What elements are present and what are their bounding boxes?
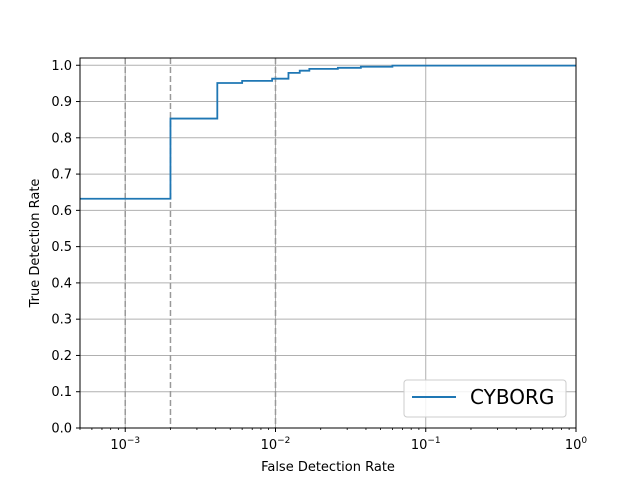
x-tick-label: 10−2 [261,436,291,453]
y-tick-label: 0.0 [51,422,72,437]
y-tick-label: 0.3 [51,313,72,328]
series-layer [80,64,576,200]
x-tick-label: 10−1 [411,436,441,453]
x-tick-label: 100 [565,436,588,453]
y-tick-label: 0.4 [51,276,72,291]
x-axis-label: False Detection Rate [261,460,395,475]
y-axis-ticks: 0.0 0.1 0.2 0.3 0.4 0.5 0.6 0.7 0.8 0.9 1.0 [51,59,80,437]
legend-label: CYBORG [470,385,554,409]
y-tick-label: 0.5 [51,240,72,255]
x-tick-label: 10−3 [110,436,140,453]
plot-frame [79,57,577,429]
grid [80,58,577,429]
legend: CYBORG [403,379,567,418]
legend-box [403,379,567,418]
series-line-cyborg [80,64,576,200]
y-tick-label: 0.7 [51,168,72,183]
y-tick-label: 1.0 [51,59,72,74]
x-axis-ticks: 10−3 10−2 10−1 100 [79,428,588,453]
y-tick-label: 0.8 [51,131,72,146]
y-tick-label: 0.6 [51,204,72,219]
y-axis-label: True Detection Rate [28,179,43,309]
reference-lines [124,58,277,428]
y-tick-label: 0.9 [51,95,72,110]
y-tick-label: 0.1 [51,385,72,400]
y-tick-label: 0.2 [51,349,72,364]
